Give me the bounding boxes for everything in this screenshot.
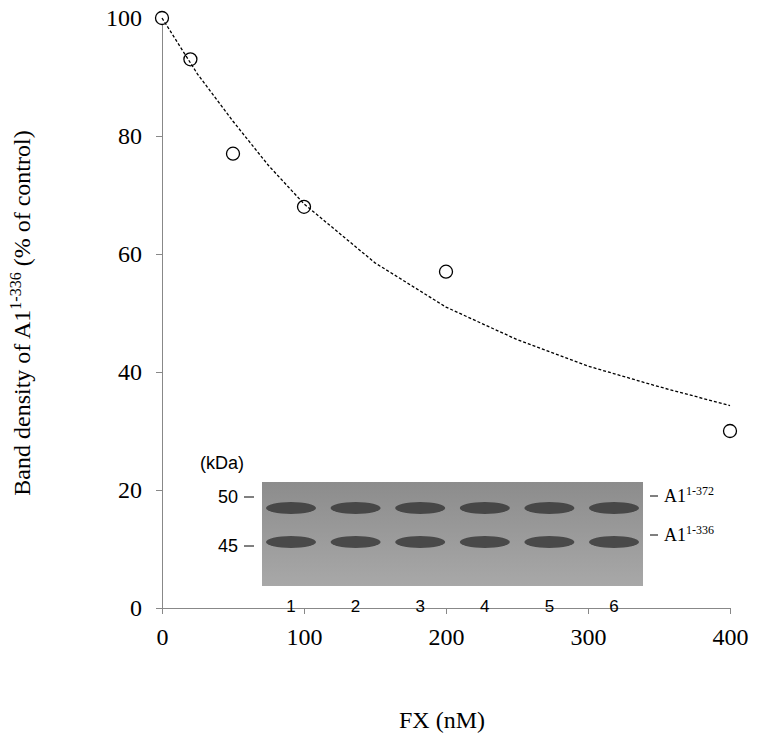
x-tick-label: 100 — [287, 624, 323, 650]
x-tick-label: 300 — [571, 624, 607, 650]
x-tick: 300 — [571, 608, 607, 650]
x-axis: 0 100 200 300 400 — [157, 608, 749, 650]
x-tick-mark — [304, 608, 305, 614]
data-point — [724, 425, 737, 438]
y-tick-label: 20 — [118, 477, 142, 503]
lane-label: 3 — [415, 597, 424, 616]
band-label: A11-372 — [664, 484, 714, 506]
y-tick: 80 — [118, 123, 162, 149]
y-axis: 0 20 40 60 80 100 — [106, 5, 163, 621]
chart: 0 100 200 300 400 0 20 40 60 80 100 FX (nM) Band den… — [0, 0, 762, 745]
x-tick-mark — [446, 608, 447, 614]
data-point — [298, 200, 311, 213]
y-tick-label: 40 — [118, 359, 142, 385]
y-tick-label: 80 — [118, 123, 142, 149]
unit-label: (kDa) — [200, 453, 244, 473]
gel-band — [589, 536, 639, 548]
gel-band — [331, 536, 381, 548]
y-tick: 0 — [130, 595, 162, 621]
gel-image — [262, 482, 643, 586]
gel-band — [524, 502, 574, 514]
lane-label: 1 — [286, 597, 295, 616]
size-marker-tick — [244, 546, 254, 547]
gel-band — [524, 536, 574, 548]
gel-band — [395, 502, 445, 514]
gel-band — [266, 536, 316, 548]
x-tick: 400 — [713, 608, 749, 650]
lane-label: 5 — [545, 597, 554, 616]
y-tick: 40 — [118, 359, 162, 385]
y-tick-mark — [156, 254, 162, 255]
y-axis-title-text: (% of control) — [9, 130, 35, 266]
y-tick-label: 0 — [130, 595, 142, 621]
band-label-superscript: 1-372 — [686, 484, 714, 498]
y-tick: 60 — [118, 241, 162, 267]
y-axis-title: Band density of A11-336 (% of control) — [7, 130, 35, 495]
y-tick-mark — [156, 136, 162, 137]
lane-label: 4 — [480, 597, 489, 616]
y-axis-line — [156, 19, 163, 609]
y-tick: 100 — [106, 5, 162, 31]
band-label-superscript: 1-336 — [686, 523, 714, 537]
y-tick: 20 — [118, 477, 162, 503]
y-axis-title-text: Band density of A1 — [9, 310, 35, 496]
size-marker-label: 50 — [218, 487, 238, 507]
gel-band — [589, 502, 639, 514]
x-tick-label: 0 — [157, 624, 169, 650]
x-tick-label: 400 — [713, 624, 749, 650]
gel-band — [460, 502, 510, 514]
x-tick: 0 — [157, 608, 169, 650]
size-marker-label: 45 — [218, 536, 238, 556]
x-tick: 200 — [429, 608, 465, 650]
gel-band — [460, 536, 510, 548]
y-tick-label: 100 — [106, 5, 142, 31]
data-point — [227, 147, 240, 160]
band-label-text: A1 — [664, 525, 686, 545]
data-point — [440, 265, 453, 278]
fit-curve — [162, 18, 730, 406]
band-leader — [650, 496, 658, 497]
gel-band — [395, 536, 445, 548]
size-marker-tick — [244, 497, 254, 498]
x-tick-label: 200 — [429, 624, 465, 650]
y-axis-title-superscript: 1-336 — [7, 272, 24, 309]
x-tick-mark — [588, 608, 589, 614]
x-axis-title: FX (nM) — [399, 707, 485, 733]
plot-area — [156, 12, 737, 438]
gel-band — [331, 502, 381, 514]
gel-band — [266, 502, 316, 514]
y-tick-mark — [156, 372, 162, 373]
y-tick-mark — [156, 608, 162, 609]
band-label: A11-336 — [664, 523, 714, 545]
y-tick-label: 60 — [118, 241, 142, 267]
gel-inset: 123456(kDa)5045A11-372A11-336 — [200, 453, 714, 616]
lane-label: 2 — [351, 597, 360, 616]
band-leader — [650, 535, 658, 536]
lane-label: 6 — [609, 597, 618, 616]
band-label-text: A1 — [664, 486, 686, 506]
y-tick-mark — [156, 490, 162, 491]
data-point — [184, 53, 197, 66]
x-tick-mark — [730, 608, 731, 614]
x-axis-line — [163, 609, 731, 615]
